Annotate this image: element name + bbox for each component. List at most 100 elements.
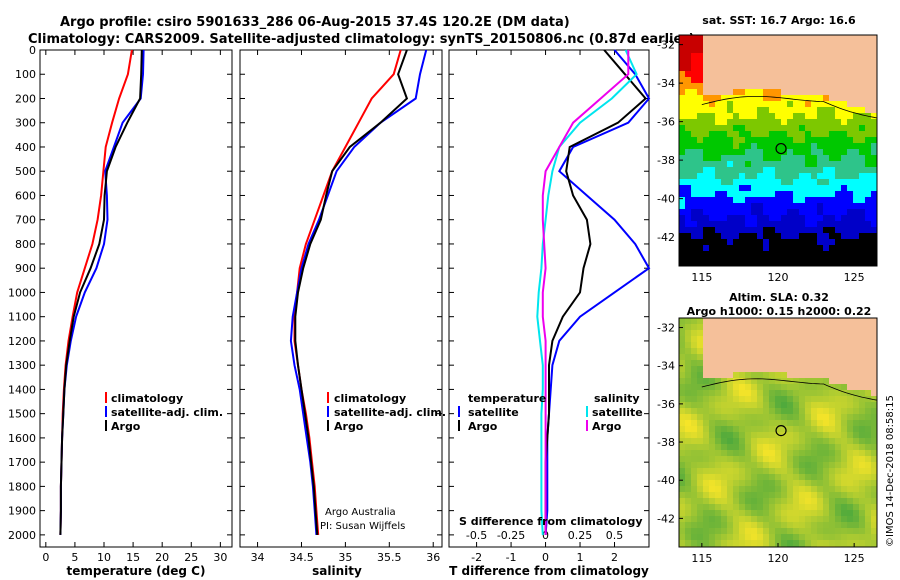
x-tick-label: -1: [506, 551, 517, 564]
map-cell: [817, 125, 823, 131]
map-cell: [865, 414, 871, 420]
map-cell: [841, 468, 847, 474]
map-cell: [805, 462, 811, 468]
map-cell: [685, 107, 691, 113]
map-cell: [805, 191, 811, 197]
map-cell: [757, 161, 763, 167]
map-cell: [859, 426, 865, 432]
map-cell: [859, 498, 865, 504]
map-cell: [769, 155, 775, 161]
map-cell: [853, 209, 859, 215]
map-cell: [697, 71, 703, 77]
map-cell: [685, 390, 691, 396]
map-cell: [829, 486, 835, 492]
s-diff-tick-label: 0.25: [568, 529, 593, 542]
map-cell: [817, 257, 823, 263]
map-cell: [769, 131, 775, 137]
map-cell: [835, 89, 841, 95]
map-cell: [715, 101, 721, 107]
map-cell: [775, 131, 781, 137]
map-cell: [829, 89, 835, 95]
map-cell: [841, 89, 847, 95]
map-cell: [733, 155, 739, 161]
map-cell: [841, 161, 847, 167]
map-cell: [697, 492, 703, 498]
map-cell: [805, 342, 811, 348]
map-cell: [853, 438, 859, 444]
map-cell: [751, 215, 757, 221]
map-cell: [745, 360, 751, 366]
map-cell: [775, 119, 781, 125]
map-cell: [865, 149, 871, 155]
map-cell: [781, 474, 787, 480]
map-cell: [859, 257, 865, 263]
map-cell: [841, 408, 847, 414]
map-cell: [799, 366, 805, 372]
salinity-legend: climatology satellite-adj. clim. Argo: [327, 392, 446, 433]
map-cell: [745, 504, 751, 510]
map-cell: [709, 510, 715, 516]
map-cell: [847, 161, 853, 167]
map-cell: [697, 173, 703, 179]
map-cell: [799, 191, 805, 197]
map-cell: [757, 179, 763, 185]
map-cell: [811, 468, 817, 474]
map-cell: [811, 59, 817, 65]
map-cell: [721, 77, 727, 83]
map-cell: [871, 161, 877, 167]
map-cell: [853, 143, 859, 149]
map-cell: [793, 53, 799, 59]
map-cell: [727, 480, 733, 486]
map-cell: [757, 203, 763, 209]
map-cell: [685, 342, 691, 348]
map-cell: [757, 528, 763, 534]
map-cell: [745, 161, 751, 167]
map-cell: [739, 414, 745, 420]
map-cell: [751, 510, 757, 516]
map-cell: [727, 227, 733, 233]
map-cell: [751, 414, 757, 420]
map-cell: [781, 65, 787, 71]
map-cell: [745, 510, 751, 516]
map-cell: [763, 119, 769, 125]
map-cell: [703, 167, 709, 173]
temperature-x-axis: 0 5 10 15 20 25 30: [42, 50, 227, 564]
map-cell: [811, 89, 817, 95]
map-cell: [691, 510, 697, 516]
map-cell: [691, 390, 697, 396]
map-cell: [709, 516, 715, 522]
map-cell: [703, 366, 709, 372]
map-cell: [847, 59, 853, 65]
map-cell: [691, 185, 697, 191]
map-cell: [745, 444, 751, 450]
map-cell: [799, 263, 805, 266]
temperature-panel: 0100200300400500600700800900100011001200…: [8, 44, 233, 578]
map-cell: [871, 480, 877, 486]
map-cell: [739, 137, 745, 143]
sla-map-title-line1: Altim. SLA: 0.32: [729, 291, 829, 304]
map-cell: [745, 516, 751, 522]
map-cell: [817, 203, 823, 209]
map-cell: [721, 450, 727, 456]
map-cell: [775, 360, 781, 366]
map-cell: [745, 348, 751, 354]
map-cell: [871, 330, 877, 336]
map-cell: [751, 522, 757, 528]
map-cell: [727, 257, 733, 263]
map-cell: [733, 119, 739, 125]
map-cell: [757, 414, 763, 420]
map-cell: [805, 149, 811, 155]
map-cell: [847, 408, 853, 414]
map-cell: [703, 179, 709, 185]
map-cell: [685, 95, 691, 101]
map-cell: [853, 318, 859, 324]
map-cell: [733, 143, 739, 149]
map-cell: [751, 444, 757, 450]
map-cell: [763, 143, 769, 149]
map-cell: [871, 540, 877, 546]
map-cell: [823, 324, 829, 330]
map-cell: [757, 456, 763, 462]
map-cell: [769, 65, 775, 71]
map-cell: [781, 119, 787, 125]
map-cell: [811, 191, 817, 197]
